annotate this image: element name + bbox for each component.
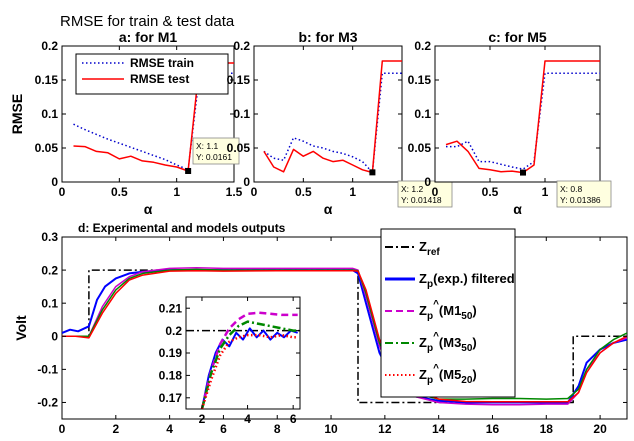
x-tick-label: 0.5	[295, 185, 312, 199]
y-tick-label: 0.19	[159, 346, 183, 360]
datatip-b-y-label: Y: 0.01418	[401, 195, 442, 205]
x-tick-label: 16	[486, 422, 500, 436]
y-tick-label: 0.05	[35, 141, 59, 155]
legend-label: RMSE train	[130, 56, 194, 70]
series-test-b	[263, 60, 402, 174]
legend-d-label: Zp^(M150)	[419, 299, 477, 322]
datatip-c-marker	[520, 169, 526, 176]
x-tick-label: 0.5	[111, 185, 128, 199]
x-tick-label: 2	[199, 412, 206, 426]
y-tick-label: 0.2	[414, 39, 431, 53]
y-tick-label: 0	[424, 175, 431, 189]
y-tick-label: 0	[243, 175, 250, 189]
x-tick-label: 4	[166, 422, 173, 436]
x-tick-label: 6	[290, 412, 297, 426]
legend-d-label: Zp^(M350)	[419, 331, 477, 354]
x-tick-label: 4	[244, 412, 251, 426]
y-tick-label: 0	[51, 329, 58, 343]
x-tick-label: 0	[59, 422, 66, 436]
xlabel-b: α	[324, 201, 333, 217]
x-tick-label: 0	[59, 185, 66, 199]
y-tick-label: 0.2	[41, 39, 58, 53]
figure-title: RMSE for train & test data	[60, 13, 235, 30]
title-c: c: for M5	[488, 29, 547, 45]
y-tick-label: 0.15	[227, 73, 251, 87]
subplot-d: 0 2 4 6 8 10 12 14 16 18 20-0.2-0.100.10.20.3d: Ex…	[13, 221, 628, 436]
title-b: b: for M3	[298, 29, 357, 45]
datatip-c-x-label: X: 0.8	[560, 184, 582, 194]
x-tick-label: 0	[432, 185, 439, 199]
y-tick-label: 0.2	[41, 263, 58, 277]
y-tick-label: -0.1	[37, 363, 58, 377]
subplot-b: 0 0.5 1 0 0.05 0.1 0.15 0.2 b: for M3 α X: 1.2Y: 0…	[227, 29, 453, 217]
y-tick-label: 0.05	[227, 141, 251, 155]
y-tick-label: 0	[51, 175, 58, 189]
x-tick-label: 2	[112, 422, 119, 436]
inset-series-2	[200, 311, 298, 409]
datatip-c-box	[556, 180, 612, 208]
x-tick-label: 1.5	[226, 185, 243, 199]
x-tick-label: 6	[220, 422, 227, 436]
y-tick-label: 0.2	[233, 39, 250, 53]
x-tick-label: 12	[378, 422, 392, 436]
x-tick-label: 20	[593, 422, 607, 436]
axes-c	[434, 45, 601, 183]
y-tick-label: 0.1	[233, 107, 250, 121]
y-tick-label: 0.17	[159, 391, 183, 405]
inset-series-3	[200, 320, 298, 409]
x-tick-label: 8	[274, 422, 281, 436]
series-d-4	[62, 270, 627, 403]
series-d-3	[62, 268, 627, 400]
datatip-a-box	[192, 137, 240, 165]
legend-d-box	[380, 228, 516, 398]
xlabel-c: α	[513, 201, 522, 217]
xlabel-a: α	[144, 201, 153, 217]
ylabel-a: RMSE	[9, 94, 25, 134]
legend-d-label: Zp(exp.) filtered	[419, 271, 515, 290]
x-tick-label: 0.5	[482, 185, 499, 199]
x-tick-label: 1	[542, 185, 549, 199]
y-tick-label: 0.15	[408, 73, 432, 87]
legend-box	[75, 53, 229, 95]
legend-label: RMSE test	[130, 72, 189, 86]
datatip-b-box	[397, 180, 453, 208]
axes-d	[61, 236, 628, 420]
axes-b	[253, 45, 403, 183]
y-tick-label: 0.1	[41, 107, 58, 121]
x-tick-label: 18	[540, 422, 554, 436]
datatip-a-x-label: X: 1.1	[196, 141, 218, 151]
legend-d-label: Zp^(M520)	[419, 363, 477, 386]
title-d: d: Experimental and models outputs	[78, 221, 286, 235]
y-tick-label: 0.2	[165, 324, 182, 338]
x-tick-label: 0	[251, 185, 258, 199]
x-tick-label: 14	[432, 422, 446, 436]
datatip-a-y-label: Y: 0.0161	[196, 152, 232, 162]
inset-series-1	[201, 327, 299, 409]
y-tick-label: 0.1	[41, 296, 58, 310]
datatip-b-marker	[369, 169, 376, 176]
x-tick-label: 1	[173, 185, 180, 199]
datatip-a-marker	[185, 167, 192, 174]
y-tick-label: -0.2	[37, 396, 58, 410]
ylabel-d: Volt	[13, 315, 29, 341]
legend-d-label: Zref	[419, 239, 440, 258]
title-a: a: for M1	[119, 29, 178, 45]
inset-series-4	[200, 333, 298, 409]
y-tick-label: 0.15	[35, 73, 59, 87]
subplot-a: 0 0.5 1 1.5 0 0.05 0.1 0.15 0.2 a: for M1 α RMSE X: …	[9, 29, 243, 217]
y-tick-label: 0.05	[408, 141, 432, 155]
y-tick-label: 0.21	[159, 301, 183, 315]
y-tick-label: 0.1	[414, 107, 431, 121]
datatip-c-y-label: Y: 0.01386	[560, 195, 601, 205]
series-d-2	[62, 267, 627, 406]
x-tick-label: 1	[349, 185, 356, 199]
x-tick-label: 10	[324, 422, 338, 436]
datatip-b-x-label: X: 1.2	[401, 184, 423, 194]
y-tick-label: 0.18	[159, 369, 183, 383]
y-tick-label: 0.3	[41, 230, 58, 244]
